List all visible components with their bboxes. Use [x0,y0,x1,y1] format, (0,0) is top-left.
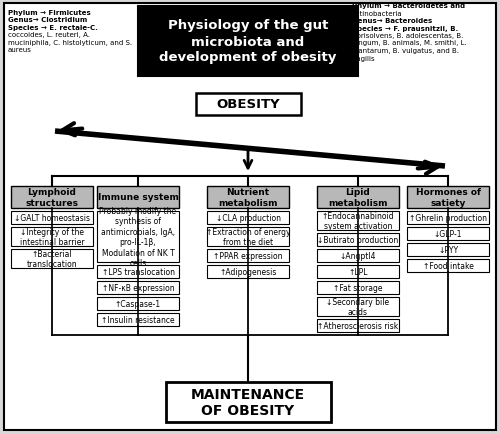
Bar [407,187,489,208]
Text: MAINTENANCE
OF OBESITY: MAINTENANCE OF OBESITY [191,387,305,417]
Bar [97,281,179,294]
Bar [207,227,289,247]
Bar [317,265,399,278]
Text: ↓GALT homeostasis: ↓GALT homeostasis [14,214,90,223]
Text: ↓Integrity of the
intestinal barrier: ↓Integrity of the intestinal barrier [20,227,84,247]
Bar [317,319,399,332]
Bar [97,187,179,208]
Text: muciniphila, C. histolyticum, and S.: muciniphila, C. histolyticum, and S. [8,40,132,46]
Text: ↑PPAR expression: ↑PPAR expression [213,251,283,260]
Text: aureus: aureus [8,47,32,53]
Text: ↓Butirato production: ↓Butirato production [318,236,398,244]
Text: Lymphoid
structures: Lymphoid structures [26,188,78,207]
Text: Immune system: Immune system [98,193,178,202]
Bar [97,313,179,326]
Bar [97,211,179,263]
Bar [207,187,289,208]
Bar [196,94,300,116]
Bar [11,187,93,208]
Text: ↑Insulin resistance: ↑Insulin resistance [101,315,175,324]
Bar [317,233,399,247]
Text: ↑Ghrelin production: ↑Ghrelin production [409,214,487,223]
Text: ↓GLP-1: ↓GLP-1 [434,230,462,238]
Text: ↑NF-κB expression: ↑NF-κB expression [102,283,174,293]
Bar [407,227,489,240]
Text: Genus→ Clostridium: Genus→ Clostridium [8,17,87,23]
Bar [317,250,399,263]
Bar [166,382,330,422]
Text: ↑Bacterial
translocation: ↑Bacterial translocation [26,249,78,269]
Text: ↑Food intake: ↑Food intake [422,261,474,270]
Bar [407,243,489,256]
Text: Nutrient
metabolism: Nutrient metabolism [218,188,278,207]
Text: Probably modify the
synthesis of
antimicrobials, IgA,
pro-IL-1β,
Modulation of N: Probably modify the synthesis of antimic… [100,207,176,267]
Text: Genus→ Bacteroides: Genus→ Bacteroides [352,18,432,24]
Text: fibrisolvens, B. adolescentas, B.: fibrisolvens, B. adolescentas, B. [352,33,464,39]
Bar [97,297,179,310]
Text: Lipid
metabolism: Lipid metabolism [328,188,388,207]
Text: coccoides, L. reuteri, A.: coccoides, L. reuteri, A. [8,33,90,39]
Bar [317,297,399,316]
Text: Actinobacteria: Actinobacteria [352,10,403,16]
Text: OBESITY: OBESITY [216,98,280,111]
Text: ↓CLA production: ↓CLA production [216,214,280,223]
Text: ↓PYY: ↓PYY [438,246,458,254]
Text: ↑Extraction of energy
from the diet: ↑Extraction of energy from the diet [206,227,290,247]
Text: Phylum → Bacteroidetes and: Phylum → Bacteroidetes and [352,3,465,9]
Text: ↑Adipogenesis: ↑Adipogenesis [220,267,276,276]
Bar [11,211,93,224]
Text: Hormones of
satiety: Hormones of satiety [416,188,480,207]
Text: ↑LPL: ↑LPL [348,267,368,276]
Text: plantarum, B. vulgatus, and B.: plantarum, B. vulgatus, and B. [352,48,459,54]
Bar [407,211,489,224]
Text: ↓Secondary bile
acids: ↓Secondary bile acids [326,297,390,316]
Bar [317,281,399,294]
Text: ↑Fat storage: ↑Fat storage [333,283,383,293]
Bar [317,187,399,208]
Bar [317,211,399,230]
Bar [138,7,358,77]
Bar [207,265,289,278]
Text: Species → F. prausnitzii, B.: Species → F. prausnitzii, B. [352,26,458,31]
Text: ↓Angptl4: ↓Angptl4 [340,251,376,260]
Text: Species → E. rectale-C.: Species → E. rectale-C. [8,25,98,31]
Text: Physiology of the gut
microbiota and
development of obesity: Physiology of the gut microbiota and dev… [160,20,336,64]
Bar [407,260,489,273]
Bar [97,265,179,278]
Bar [207,211,289,224]
Text: ↑Caspase-1: ↑Caspase-1 [115,299,161,308]
Text: fragilis: fragilis [352,56,376,61]
Text: ↑LPS translocation: ↑LPS translocation [102,267,174,276]
Text: Phylum → Firmicutes: Phylum → Firmicutes [8,10,91,16]
Text: ↑Endocannabinoid
system activation: ↑Endocannabinoid system activation [322,211,394,230]
Text: longum, B. animals, M. smithi, L.: longum, B. animals, M. smithi, L. [352,40,467,46]
Bar [207,250,289,263]
Text: ↑Atherosclerosis risk: ↑Atherosclerosis risk [318,321,398,330]
Bar [11,250,93,268]
Bar [11,227,93,247]
